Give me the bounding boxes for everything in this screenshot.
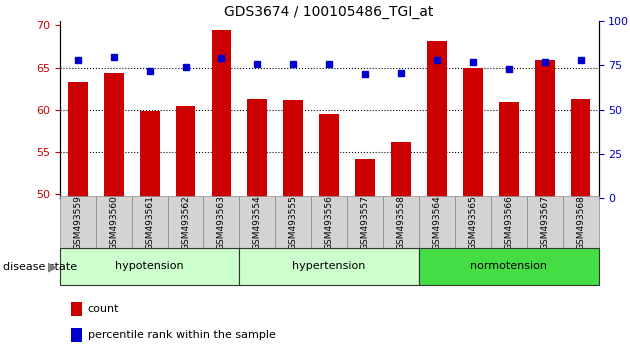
Text: GSM493555: GSM493555	[289, 195, 298, 250]
Text: disease state: disease state	[3, 262, 77, 272]
Text: GSM493556: GSM493556	[324, 195, 334, 250]
FancyBboxPatch shape	[60, 248, 239, 285]
Bar	[104, 73, 123, 198]
FancyBboxPatch shape	[347, 196, 383, 248]
Bar	[140, 110, 159, 198]
FancyBboxPatch shape	[419, 248, 598, 285]
Text: GSM493567: GSM493567	[540, 195, 549, 250]
Bar	[391, 142, 411, 198]
Text: normotension: normotension	[470, 261, 547, 272]
Text: GSM493559: GSM493559	[73, 195, 83, 250]
FancyBboxPatch shape	[563, 196, 598, 248]
Bar	[212, 30, 231, 198]
FancyBboxPatch shape	[311, 196, 347, 248]
FancyBboxPatch shape	[96, 196, 132, 248]
Bar	[319, 114, 339, 198]
FancyBboxPatch shape	[419, 196, 455, 248]
Text: GSM493560: GSM493560	[109, 195, 118, 250]
Text: percentile rank within the sample: percentile rank within the sample	[88, 330, 276, 340]
FancyBboxPatch shape	[491, 196, 527, 248]
FancyBboxPatch shape	[527, 196, 563, 248]
Bar	[68, 82, 88, 198]
Bar	[71, 302, 83, 316]
FancyBboxPatch shape	[203, 196, 239, 248]
Text: count: count	[88, 304, 119, 314]
Text: GSM493562: GSM493562	[181, 195, 190, 250]
FancyBboxPatch shape	[239, 196, 275, 248]
Bar	[427, 41, 447, 198]
Text: GSM493554: GSM493554	[253, 195, 262, 250]
Bar	[284, 99, 303, 198]
Text: GSM493557: GSM493557	[360, 195, 370, 250]
Bar	[248, 99, 267, 198]
Title: GDS3674 / 100105486_TGI_at: GDS3674 / 100105486_TGI_at	[224, 5, 434, 19]
Text: GSM493561: GSM493561	[145, 195, 154, 250]
Text: GSM493568: GSM493568	[576, 195, 585, 250]
Text: hypertension: hypertension	[292, 261, 366, 272]
FancyBboxPatch shape	[275, 196, 311, 248]
Bar	[535, 60, 554, 198]
FancyBboxPatch shape	[239, 248, 419, 285]
FancyBboxPatch shape	[455, 196, 491, 248]
Text: GSM493563: GSM493563	[217, 195, 226, 250]
Bar	[355, 159, 375, 198]
Text: GSM493565: GSM493565	[468, 195, 478, 250]
Text: GSM493566: GSM493566	[504, 195, 513, 250]
FancyBboxPatch shape	[383, 196, 419, 248]
Bar	[176, 105, 195, 198]
Bar	[463, 68, 483, 198]
Bar	[71, 328, 83, 342]
FancyBboxPatch shape	[132, 196, 168, 248]
Bar	[571, 99, 590, 198]
Bar	[499, 102, 518, 198]
FancyBboxPatch shape	[168, 196, 203, 248]
FancyBboxPatch shape	[60, 196, 96, 248]
Text: ▶: ▶	[47, 261, 57, 274]
Text: GSM493564: GSM493564	[432, 195, 442, 250]
Text: GSM493558: GSM493558	[396, 195, 406, 250]
Text: hypotension: hypotension	[115, 261, 184, 272]
